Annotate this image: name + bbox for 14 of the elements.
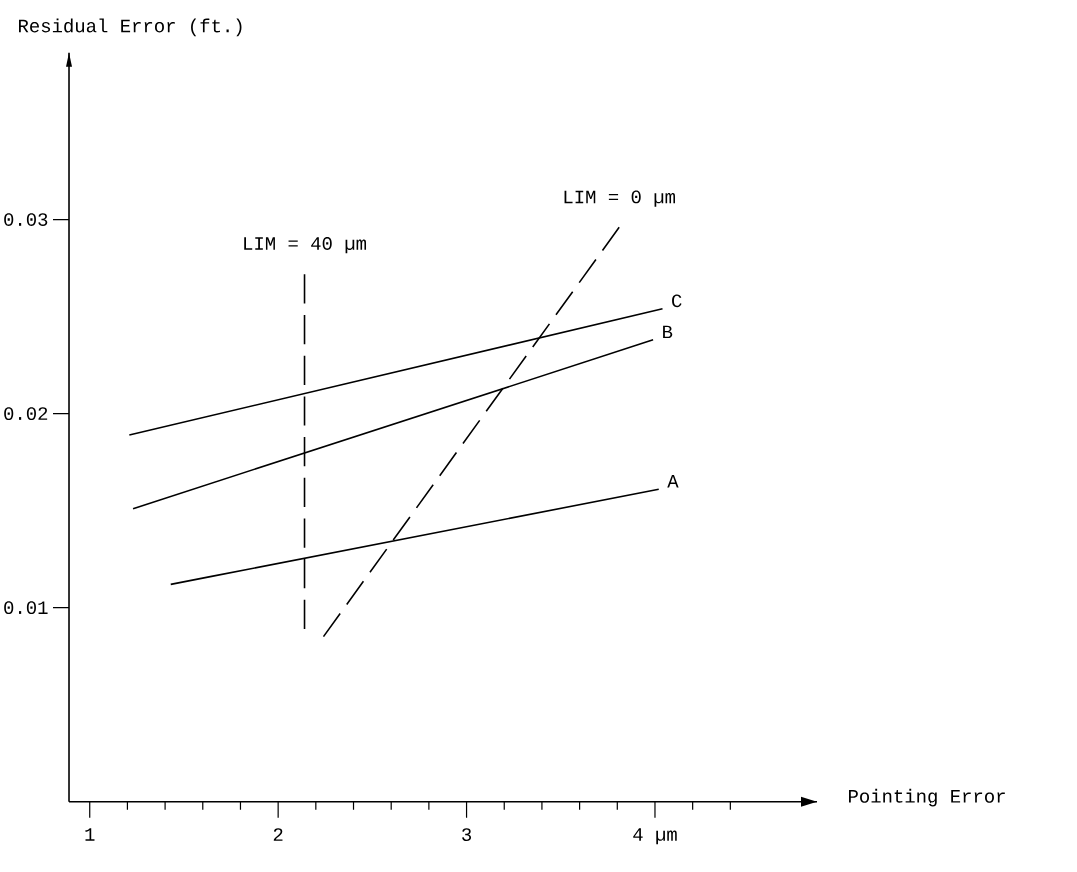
y-tick-label: 0.01 <box>4 601 48 615</box>
x-tick-label: 2 <box>273 828 283 841</box>
y-tick-label: 0.03 <box>4 213 48 226</box>
x-tick-label: 3 <box>462 828 472 842</box>
x-tick-label: 1 <box>85 828 95 841</box>
y-tick-label: 0.02 <box>4 407 48 421</box>
series-label: C <box>672 294 682 308</box>
series-label: A <box>667 475 679 488</box>
x-tick-label: 4 µm <box>633 828 677 845</box>
x-axis-title: Pointing Error <box>849 788 1005 807</box>
y-axis-title: Residual Error (ft.) <box>19 18 242 37</box>
series-label: LIM = 40 µm <box>244 237 367 254</box>
series-label: B <box>663 325 673 339</box>
series-label: LIM = 0 µm <box>564 190 675 207</box>
